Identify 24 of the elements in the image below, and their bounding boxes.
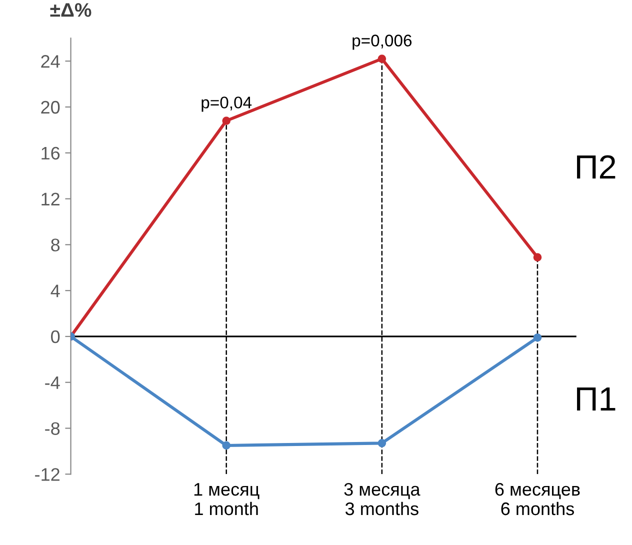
x-tick-label: 6 месяцев 6 months: [495, 482, 580, 516]
annotation: p=0,006: [352, 34, 412, 50]
text: П2: [577, 155, 616, 178]
point: [378, 439, 386, 448]
point: [222, 116, 231, 125]
point: [533, 253, 542, 262]
y-tick-label: 12: [42, 192, 60, 206]
point: [222, 441, 231, 450]
point: [533, 333, 542, 342]
y-tick-label: -4: [45, 376, 60, 389]
y-tick-label: 20: [41, 100, 60, 114]
y-tick-label: 16: [42, 146, 60, 160]
series-label: П1: [577, 388, 616, 410]
annotation: p=0,04: [202, 96, 252, 112]
y-tick-label: 8: [51, 238, 60, 252]
y-tick-label: 0: [51, 330, 60, 344]
y-axis-title: ±Δ%: [50, 3, 92, 17]
y-tick-label: 4: [50, 284, 60, 298]
y-tick-label: -12: [35, 468, 60, 481]
x-tick-label: 3 месяца 3 months: [344, 482, 420, 516]
x-tick-label: 1 месяц 1 month: [194, 483, 260, 516]
point: [378, 54, 386, 63]
y-tick-label: -8: [45, 422, 60, 435]
y-tick-label: 24: [41, 55, 60, 68]
